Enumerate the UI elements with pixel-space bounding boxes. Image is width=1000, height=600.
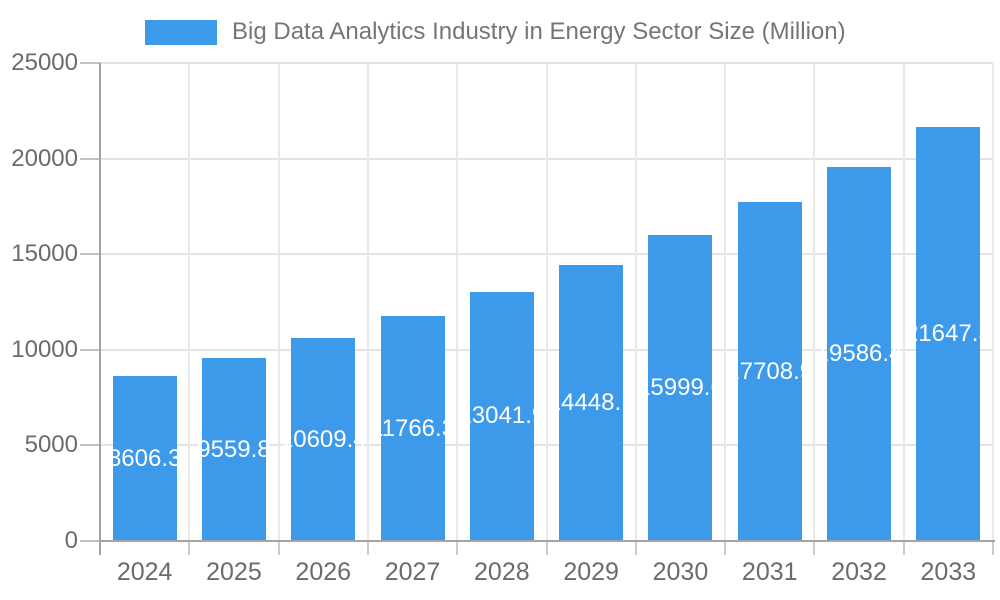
gridline-vertical bbox=[813, 63, 816, 541]
x-tick-mark bbox=[366, 541, 369, 555]
bar-value-label: 9559.8 bbox=[197, 435, 271, 463]
bar-value-label: 21647.3 bbox=[904, 320, 992, 348]
bar-value-label: 8606.3 bbox=[107, 444, 182, 472]
x-tick-mark bbox=[277, 541, 280, 555]
gridline-vertical bbox=[992, 63, 994, 541]
x-tick-label-2025: 2025 bbox=[206, 558, 262, 586]
bar-value-label: 11766.3 bbox=[370, 414, 456, 442]
bar-2032[interactable]: 19586.4 bbox=[816, 166, 902, 541]
gridline-vertical bbox=[456, 63, 459, 541]
bar-value-label: 10609.4 bbox=[279, 425, 367, 453]
x-tick-label-2029: 2029 bbox=[563, 558, 619, 586]
x-tick-label-2030: 2030 bbox=[652, 558, 709, 586]
gridline-vertical bbox=[366, 63, 369, 541]
bar-2025[interactable]: 9559.8 bbox=[197, 358, 271, 541]
gridline-vertical bbox=[724, 63, 727, 541]
plot-area: 8606.3 9559.8 10609.4 11766.3 13041.9 14448.1… bbox=[100, 62, 994, 541]
x-tick-mark bbox=[813, 541, 816, 555]
y-tick-mark bbox=[80, 62, 100, 64]
y-tick-label: 10000 bbox=[11, 335, 78, 363]
x-tick-label-2024: 2024 bbox=[116, 558, 173, 586]
bar-value-label: 17708.9 bbox=[726, 357, 814, 385]
y-tick-mark bbox=[80, 253, 100, 256]
x-tick-mark bbox=[188, 541, 191, 555]
gridline-vertical bbox=[277, 63, 280, 541]
y-tick-mark bbox=[80, 157, 100, 160]
x-tick-mark bbox=[545, 541, 548, 555]
x-tick-label-2032: 2032 bbox=[831, 558, 887, 586]
bar-value-label: 19586.4 bbox=[815, 339, 903, 367]
gridline-vertical bbox=[188, 63, 191, 541]
bar-value-label: 13041.9 bbox=[458, 402, 546, 430]
bar-2026[interactable]: 10609.4 bbox=[280, 338, 367, 541]
x-axis-line bbox=[99, 540, 995, 542]
y-tick-label: 20000 bbox=[11, 144, 78, 172]
bar-2030[interactable]: 15999.6 bbox=[637, 235, 724, 541]
gridline-vertical bbox=[634, 63, 637, 541]
bar-value-label: 14448.1 bbox=[547, 388, 635, 416]
bar-2024[interactable]: 8606.3 bbox=[108, 376, 181, 541]
y-tick-label: 25000 bbox=[11, 49, 78, 76]
x-tick-mark bbox=[724, 541, 727, 555]
y-tick-mark bbox=[80, 444, 100, 447]
y-tick-label: 5000 bbox=[24, 431, 78, 459]
x-tick-mark bbox=[992, 541, 994, 555]
bar-2031[interactable]: 17708.9 bbox=[726, 202, 813, 541]
y-tick-mark bbox=[80, 348, 100, 351]
x-tick-mark bbox=[456, 541, 459, 555]
bar-2033[interactable]: 21647.3 bbox=[905, 127, 992, 541]
x-tick-mark bbox=[634, 541, 637, 555]
legend-swatch bbox=[145, 19, 217, 45]
y-tick-mark bbox=[80, 540, 100, 542]
bar-value-label: 15999.6 bbox=[637, 374, 724, 402]
bar-2029[interactable]: 14448.1 bbox=[548, 264, 635, 541]
x-tick-label-2026: 2026 bbox=[295, 558, 352, 586]
legend-label: Big Data Analytics Industry in Energy Se… bbox=[232, 18, 846, 45]
y-tick-label: 15000 bbox=[11, 240, 78, 268]
x-tick-mark bbox=[902, 541, 905, 555]
gridline-vertical bbox=[545, 63, 548, 541]
x-tick-label-2028: 2028 bbox=[474, 558, 530, 586]
y-axis-line bbox=[99, 63, 101, 555]
legend: Big Data Analytics Industry in Energy Se… bbox=[145, 17, 846, 47]
x-tick-label-2031: 2031 bbox=[741, 558, 798, 586]
x-tick-label-2027: 2027 bbox=[384, 558, 441, 586]
bar-2028[interactable]: 13041.9 bbox=[458, 291, 545, 541]
bar-2027[interactable]: 11766.3 bbox=[370, 316, 455, 541]
y-tick-label: 0 bbox=[64, 527, 78, 554]
x-tick-label-2033: 2033 bbox=[920, 558, 977, 586]
gridline-vertical bbox=[902, 63, 905, 541]
